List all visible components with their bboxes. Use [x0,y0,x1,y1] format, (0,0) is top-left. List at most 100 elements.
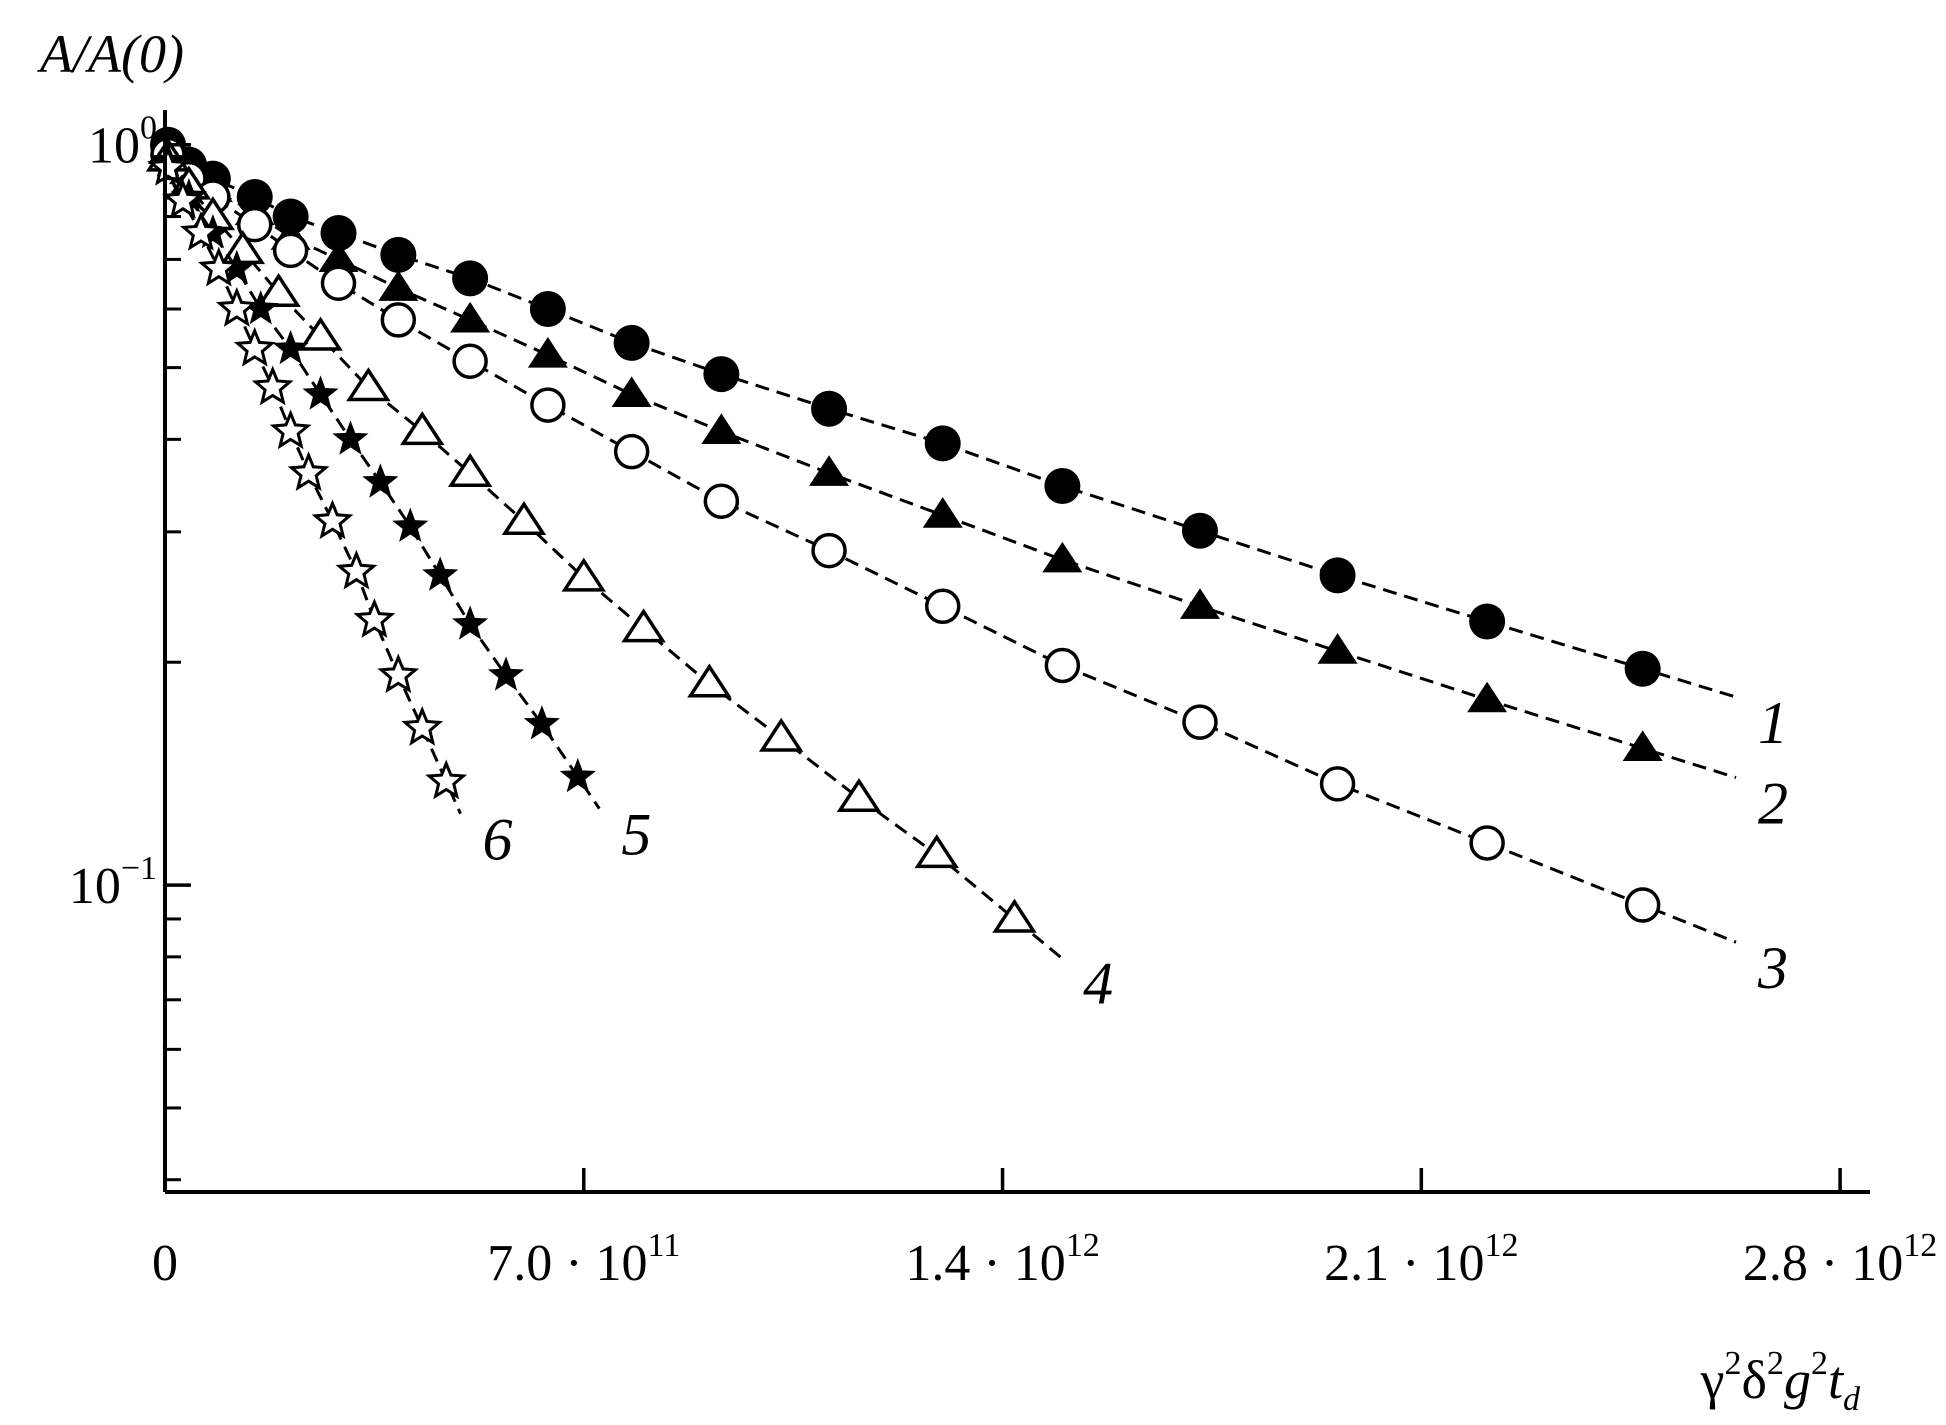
x-tick-label-mantissa: 2.8 · 10 [1743,1235,1903,1292]
series-6-point [425,759,468,800]
x-axis-title: γ2δ2g2td [1700,1345,1861,1418]
series-1-point [1624,650,1661,687]
series-5-point [218,249,255,285]
series-2-point [922,497,963,528]
x-title-sup: 2 [1767,1345,1784,1382]
series-4-point [400,411,445,446]
series-1-point [613,324,650,361]
series-2-point [1317,633,1358,664]
series-4-point [561,557,607,592]
series-6 [147,146,468,815]
series-4-point [447,452,493,487]
x-tick-label-exp: 11 [648,1227,681,1264]
series-4-point [992,898,1037,933]
series-3-point [1469,825,1505,861]
series-6-point [401,706,444,746]
series-1-point [703,356,740,393]
series-4-point [220,230,266,265]
series-4-point [621,608,666,643]
fit-line-3 [166,153,1737,944]
series-4-point [914,834,959,869]
series-1-point [1044,467,1081,504]
series-3-point [703,483,740,519]
x-tick-label-mantissa: 0 [152,1235,178,1292]
curve-label-3: 3 [1757,935,1788,1001]
series-3-point [272,232,309,269]
series-6-point [147,146,189,186]
series-2-point [527,337,568,368]
series-2-point [318,241,359,273]
series-2-point [611,376,652,408]
series-6-point [377,653,420,694]
x-tick-label-exp: 12 [1903,1227,1937,1264]
series-5-point [302,375,339,410]
series-5-point [559,757,596,793]
series-5-point [272,329,309,365]
series-6-point [251,365,294,406]
series-2-point [1179,588,1220,619]
series-4-point [346,367,391,402]
series-5-point [362,463,399,498]
series-6-point [311,499,354,540]
series-5-point [242,290,279,325]
x-tick-label: 1.4 · 1012 [905,1227,1099,1292]
series-5-point [523,705,560,740]
axes [163,110,1870,1194]
series-2-point [450,301,491,333]
series-5-point [452,605,489,640]
series-6-point [269,409,312,450]
x-title-gamma: γ [1700,1350,1725,1410]
series-3-point [452,343,488,379]
series-4-point [298,316,343,351]
series-2-point [1042,541,1083,573]
series-3-point [1624,887,1661,923]
x-tick-label: 7.0 · 1011 [487,1227,680,1292]
x-title-t: t [1828,1350,1845,1410]
y-tick-label: 100 [88,110,157,175]
series-2-point [701,413,742,445]
series-5-point [422,556,459,591]
x-title-g: g [1784,1350,1811,1410]
x-tick-label: 2.8 · 1012 [1743,1227,1937,1292]
series-6-point [162,178,204,219]
series-4-point [836,777,882,812]
series-2-point [809,455,850,486]
series-1-point [1469,603,1506,640]
series-3-point [380,302,417,338]
series-3-point [236,206,273,243]
series-6-point [335,549,378,590]
series-3-point [924,588,961,625]
curve-label-5: 5 [621,802,651,868]
series-1-point [924,425,961,462]
series-6-point [180,211,222,251]
y-tick-label-exp: −1 [121,850,157,887]
series-4-point [256,273,301,308]
y-tick-label: 10−1 [69,850,157,915]
series-1-point [380,236,417,273]
series-3-point [811,532,847,569]
series-4-point [501,501,547,536]
series-6-point [353,598,396,638]
series-6-point [197,246,240,287]
series-5 [149,142,601,810]
x-tick-label: 0 [152,1235,178,1292]
series-5-point [392,507,429,542]
series-1-point [272,198,309,235]
x-tick-label-exp: 12 [1484,1227,1518,1264]
series-3-point [320,265,357,302]
series-3-point [530,387,566,423]
series-3-point [1044,647,1081,684]
series-1-point [529,290,566,327]
curve-label-2: 2 [1758,771,1788,837]
x-tick-label-mantissa: 7.0 · 10 [487,1235,647,1292]
series-1-point [452,260,489,297]
x-tick-label-mantissa: 1.4 · 10 [905,1235,1065,1292]
x-tick-label-exp: 12 [1066,1227,1100,1264]
y-axis-title: A/A(0) [37,24,184,84]
plot-area [145,126,1737,959]
fit-line-5 [166,160,601,810]
series-5-point [332,420,369,455]
series-2-point [378,270,419,301]
